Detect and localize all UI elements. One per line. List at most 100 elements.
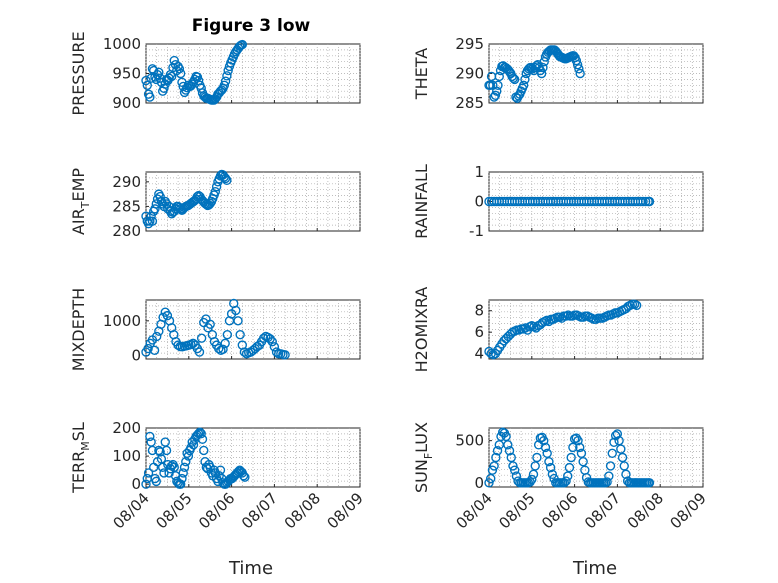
- series-markers: [141, 39, 248, 105]
- data-point: [196, 333, 207, 343]
- y-tick-label: 4: [474, 345, 484, 363]
- data-point: [233, 316, 243, 326]
- y-tick-label: 0: [474, 193, 484, 211]
- data-point: [240, 472, 250, 482]
- data-point: [538, 62, 548, 73]
- subplot-h2omixra: 4 6 8 H2OMIXRA: [412, 287, 704, 373]
- data-point: [146, 211, 156, 221]
- subplot-air-temp: 280 285 290 AIRTEMP: [69, 168, 361, 240]
- x-tick-label: 08/06: [195, 489, 238, 532]
- x-tick-label: 08/07: [581, 489, 624, 532]
- data-point: [231, 305, 241, 316]
- data-point: [509, 465, 520, 475]
- data-point: [501, 431, 511, 442]
- y-axis-label: TERRMSL: [69, 422, 92, 494]
- data-point: [222, 71, 232, 81]
- data-point: [575, 442, 585, 453]
- data-point: [220, 338, 230, 349]
- data-point: [508, 461, 518, 471]
- data-point: [605, 461, 616, 471]
- data-point: [525, 477, 535, 487]
- data-point: [145, 92, 155, 102]
- data-point: [528, 469, 539, 480]
- data-point: [178, 468, 188, 478]
- y-tick-label: 200: [112, 419, 141, 437]
- y-tick-label: 295: [455, 35, 484, 53]
- data-point: [532, 452, 542, 463]
- data-point: [238, 471, 249, 481]
- data-point: [503, 440, 513, 450]
- data-point: [539, 435, 549, 446]
- x-tick-label: 08/08: [281, 489, 324, 532]
- y-tick-label: 290: [455, 65, 484, 83]
- data-point: [545, 462, 556, 473]
- data-point: [607, 448, 617, 458]
- data-point: [489, 461, 499, 471]
- data-point: [612, 429, 623, 439]
- data-point: [145, 431, 155, 442]
- data-point: [575, 68, 585, 79]
- data-point: [644, 196, 655, 207]
- x-tick-label: 08/05: [152, 489, 195, 532]
- y-tick-label: 1000: [103, 312, 141, 330]
- data-point: [222, 175, 232, 186]
- x-axis-label-left: Time: [228, 558, 273, 579]
- data-point: [175, 68, 186, 79]
- y-axis-label: RAINFALL: [412, 164, 431, 239]
- series-markers: [484, 45, 585, 103]
- series-markers: [484, 299, 642, 360]
- data-point: [609, 437, 619, 448]
- y-axis-label: AIRTEMP: [69, 168, 92, 235]
- data-point: [161, 199, 172, 209]
- data-point: [564, 462, 575, 473]
- data-point: [572, 59, 583, 70]
- data-point: [540, 442, 551, 453]
- y-tick-label: 0: [474, 474, 484, 492]
- data-point: [631, 300, 642, 311]
- data-point: [491, 452, 501, 463]
- data-point: [235, 330, 245, 340]
- data-point: [568, 442, 578, 453]
- data-point: [177, 473, 187, 484]
- data-point: [196, 428, 206, 439]
- y-axis-label: H2OMIXRA: [412, 287, 431, 373]
- data-point: [490, 90, 501, 101]
- data-point: [638, 196, 648, 207]
- data-point: [604, 471, 614, 481]
- data-point: [151, 331, 162, 342]
- x-tick-label: 08/04: [110, 489, 153, 532]
- data-point: [143, 468, 154, 478]
- y-tick-label: 1: [474, 163, 484, 181]
- series-markers: [484, 196, 655, 207]
- data-point: [149, 345, 160, 356]
- x-tick-label: 08/06: [538, 489, 581, 532]
- data-point: [159, 468, 169, 478]
- y-tick-label: -1: [469, 222, 484, 240]
- subplot-sun-flux: 0 500 08/04 08/05 08/06 08/07 08/08 08/09 SUNFLU…: [412, 422, 710, 532]
- data-point: [486, 473, 496, 484]
- data-point: [271, 347, 282, 357]
- data-point: [544, 457, 554, 467]
- data-point: [194, 347, 205, 357]
- data-point: [218, 344, 228, 354]
- data-point: [267, 336, 277, 347]
- data-point: [573, 435, 583, 446]
- data-point: [640, 196, 651, 207]
- data-point: [506, 452, 516, 463]
- y-tick-label: 285: [455, 94, 484, 112]
- data-point: [494, 71, 504, 82]
- data-point: [210, 186, 221, 197]
- data-point: [237, 39, 248, 50]
- data-point: [235, 41, 245, 52]
- subplot-terr-msl: 0 100 200 08/04 08/05 08/06 08/07 08/08 08/09 TER…: [69, 419, 367, 532]
- y-axis-label: SUNFLUX: [412, 422, 435, 493]
- y-tick-label: 6: [474, 323, 484, 341]
- y-tick-label: 290: [112, 173, 141, 191]
- data-point: [547, 469, 558, 480]
- series-markers: [484, 427, 655, 488]
- y-axis-label: PRESSURE: [69, 31, 88, 115]
- data-point: [186, 442, 196, 453]
- data-point: [518, 80, 529, 91]
- data-point: [566, 452, 576, 463]
- data-point: [530, 461, 540, 471]
